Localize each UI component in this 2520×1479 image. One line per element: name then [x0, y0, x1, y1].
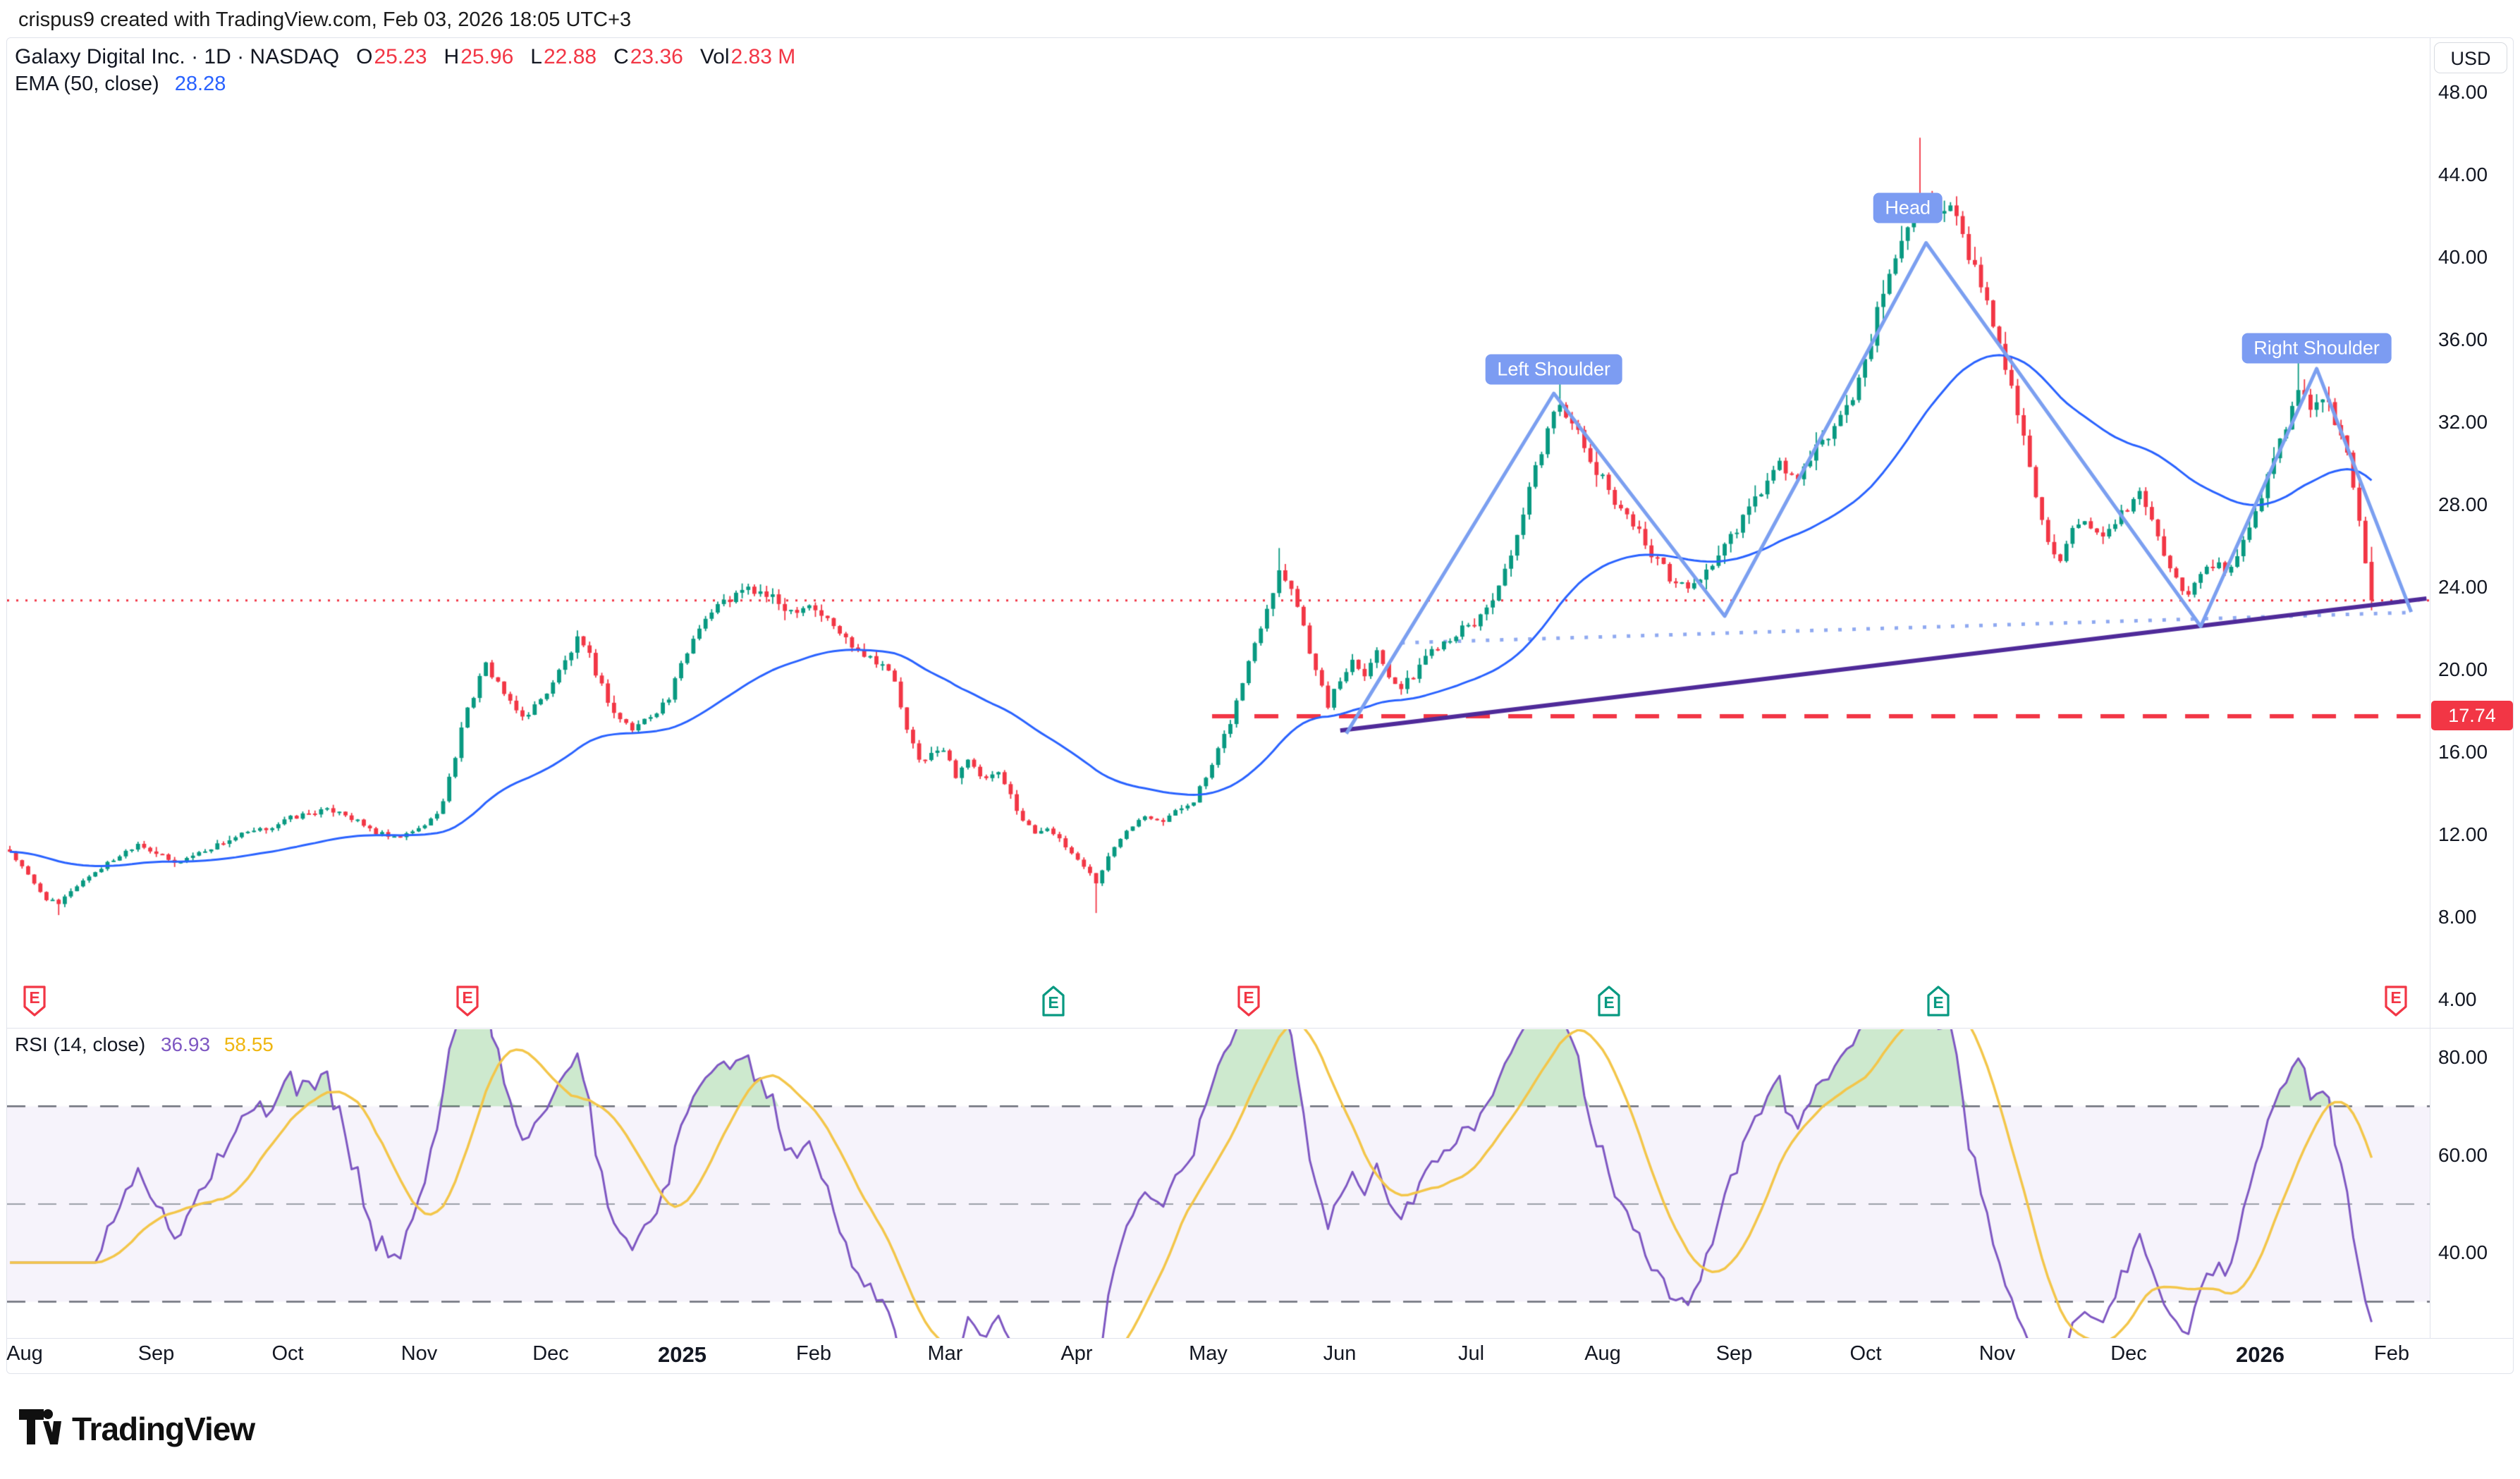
rsi-legend-row[interactable]: RSI (14, close) 36.93 58.55 [15, 1033, 274, 1056]
ema-legend-row[interactable]: EMA (50, close) 28.28 [15, 73, 226, 96]
ohlc-item: O25.23 [356, 45, 427, 68]
tradingview-logo[interactable]: TradingView [18, 1407, 255, 1450]
tradingview-wordmark: TradingView [72, 1410, 255, 1447]
svg-text:E: E [1243, 988, 1254, 1007]
svg-text:E: E [2390, 988, 2401, 1007]
ohlc-item: C23.36 [613, 45, 683, 68]
currency-badge[interactable]: USD [2434, 42, 2507, 73]
month-label: Feb [796, 1342, 831, 1365]
rsi-legend-value: 36.93 [160, 1033, 211, 1055]
price-tick: 12.00 [2438, 823, 2488, 845]
rsi-tick: 60.00 [2438, 1143, 2488, 1166]
price-tick: 48.00 [2438, 81, 2488, 103]
month-label: Dec [532, 1342, 569, 1365]
price-tick: 32.00 [2438, 411, 2488, 433]
ohlc-values: O25.23 H25.96 L22.88 C23.36 Vol2.83 M [339, 45, 795, 68]
price-tick: 20.00 [2438, 658, 2488, 680]
ohlc-item: H25.96 [444, 45, 514, 68]
month-label: Jun [1323, 1342, 1357, 1365]
svg-text:E: E [29, 988, 39, 1007]
chart-card [6, 37, 2514, 1374]
month-label: Aug [6, 1342, 43, 1365]
earnings-marker-icon[interactable]: E [1597, 984, 1621, 1018]
rsi-ma-legend-value: 58.55 [224, 1033, 274, 1055]
alert-price-label[interactable]: 17.74 [2431, 701, 2513, 730]
rsi-tick: 80.00 [2438, 1046, 2488, 1068]
price-tick: 44.00 [2438, 164, 2488, 185]
month-label: Jul [1457, 1342, 1485, 1365]
rsi-chart-canvas[interactable] [7, 1029, 2430, 1338]
price-tick: 16.00 [2438, 741, 2488, 763]
earnings-marker-icon[interactable]: E [1237, 984, 1261, 1018]
price-tick: 36.00 [2438, 329, 2488, 350]
month-label: 2026 [2236, 1342, 2284, 1367]
month-label: Feb [2374, 1342, 2409, 1365]
month-label: Nov [1978, 1342, 2016, 1365]
month-label: Sep [137, 1342, 175, 1365]
earnings-marker-icon[interactable]: E [455, 984, 479, 1018]
svg-text:E: E [1933, 993, 1943, 1012]
ohlc-item: L22.88 [530, 45, 597, 68]
svg-text:E: E [1603, 993, 1614, 1012]
month-label: Dec [2110, 1342, 2147, 1365]
month-label: Apr [1060, 1342, 1093, 1365]
earnings-marker-icon[interactable]: E [23, 984, 47, 1018]
pane-separator [7, 1028, 2513, 1029]
ema-legend-label: EMA (50, close) [15, 73, 159, 95]
price-chart-canvas[interactable] [7, 38, 2430, 1028]
price-tick: 8.00 [2438, 906, 2477, 928]
month-label: Mar [927, 1342, 963, 1365]
month-label: Oct [1849, 1342, 1882, 1365]
price-tick: 28.00 [2438, 493, 2488, 515]
pattern-label[interactable]: Left Shoulder [1485, 354, 1623, 385]
svg-text:E: E [1048, 993, 1058, 1012]
month-label: 2025 [658, 1342, 707, 1367]
symbol-title: Galaxy Digital Inc. · 1D · NASDAQ [15, 45, 340, 68]
time-axis-separator [7, 1338, 2513, 1339]
symbol-legend-row[interactable]: Galaxy Digital Inc. · 1D · NASDAQ O25.23 H… [15, 45, 795, 69]
ohlc-item: Vol2.83 M [699, 45, 796, 68]
tradingview-logo-icon [18, 1407, 62, 1450]
earnings-marker-icon[interactable]: E [2384, 984, 2408, 1018]
price-tick: 4.00 [2438, 988, 2477, 1010]
month-label: Nov [400, 1342, 438, 1365]
earnings-marker-icon[interactable]: E [1926, 984, 1950, 1018]
rsi-legend-label: RSI (14, close) [15, 1033, 146, 1055]
month-label: Sep [1715, 1342, 1753, 1365]
price-tick: 24.00 [2438, 576, 2488, 598]
earnings-marker-icon[interactable]: E [1041, 984, 1065, 1018]
month-label: May [1189, 1342, 1228, 1365]
attribution-text: crispus9 created with TradingView.com, F… [18, 8, 632, 31]
svg-text:E: E [462, 988, 472, 1007]
month-label: Oct [271, 1342, 304, 1365]
rsi-tick: 40.00 [2438, 1241, 2488, 1264]
pattern-label[interactable]: Head [1873, 192, 1943, 223]
price-tick: 40.00 [2438, 246, 2488, 268]
ema-legend-value: 28.28 [174, 73, 226, 95]
month-label: Aug [1584, 1342, 1621, 1365]
pattern-label[interactable]: Right Shoulder [2241, 333, 2392, 364]
